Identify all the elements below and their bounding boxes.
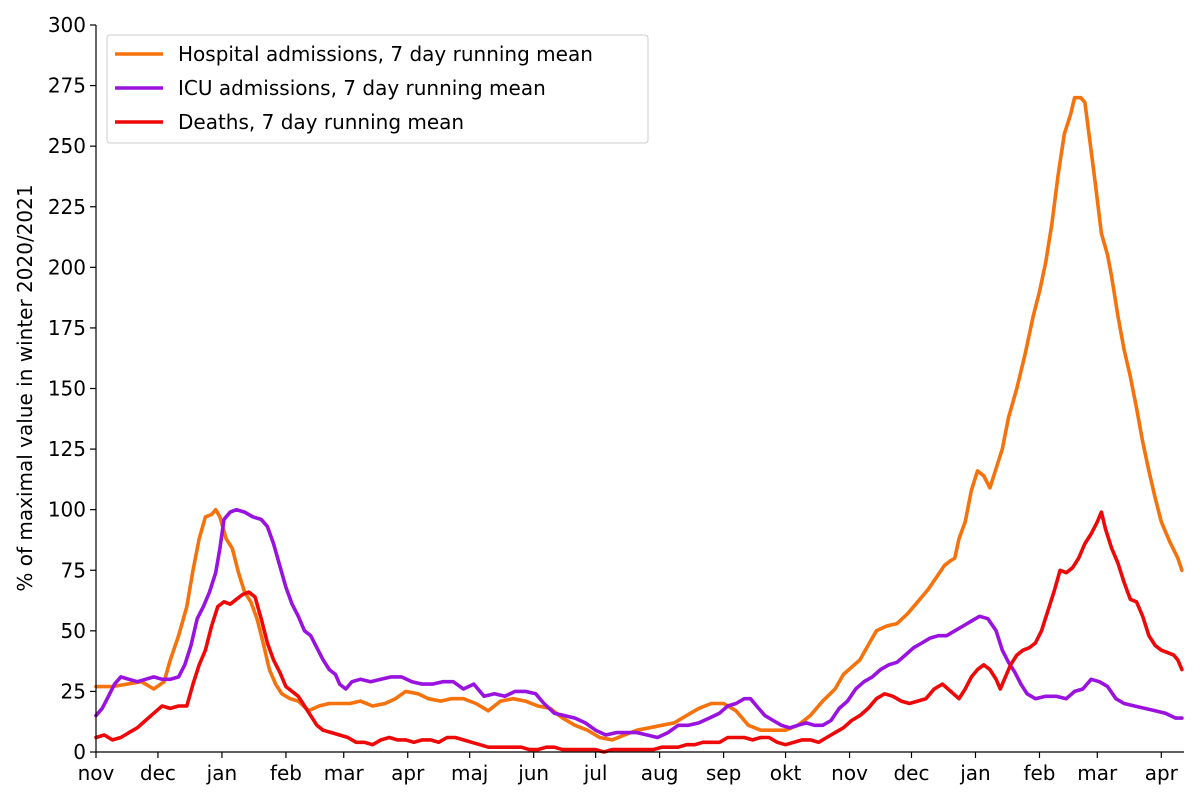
x-tick-label: feb — [1023, 761, 1055, 785]
x-tick-label: okt — [770, 761, 802, 785]
x-tick-label: nov — [78, 761, 115, 785]
y-tick-label: 175 — [48, 316, 86, 340]
x-tick-label: mar — [1077, 761, 1118, 785]
x-tick-label: nov — [831, 761, 868, 785]
series-lines — [94, 95, 1184, 754]
x-tick-label: apr — [391, 761, 425, 785]
y-tick-label: 0 — [73, 740, 86, 764]
y-tick-label: 100 — [48, 498, 86, 522]
x-tick-label: mar — [324, 761, 365, 785]
y-tick-label: 50 — [61, 619, 86, 643]
x-tick-label: jan — [959, 761, 991, 785]
x-tick-label: jan — [206, 761, 238, 785]
y-tick-label: 125 — [48, 437, 86, 461]
series-line-3 — [94, 510, 1184, 754]
x-tick-label: jun — [517, 761, 549, 785]
y-tick-label: 75 — [61, 558, 86, 582]
legend: Hospital admissions, 7 day running mean I… — [106, 34, 649, 144]
series-line-2 — [94, 507, 1184, 740]
y-axis-ticks: 0 25 50 75 100 125 150 175 200 225 250 275 300 — [48, 13, 96, 764]
x-tick-label: maj — [451, 761, 488, 785]
x-tick-label: aug — [641, 761, 679, 785]
y-axis-label: % of maximal value in winter 2020/2021 — [13, 184, 37, 591]
legend-label: Deaths, 7 day running mean — [178, 110, 464, 134]
y-tick-label: 225 — [48, 195, 86, 219]
x-axis-ticks: nov dec jan feb mar apr maj jun jul aug sep okt nov d… — [78, 752, 1179, 785]
y-tick-label: 25 — [61, 679, 86, 703]
y-tick-label: 275 — [48, 74, 86, 98]
x-tick-label: feb — [270, 761, 302, 785]
x-tick-label: jul — [583, 761, 608, 785]
legend-label: ICU admissions, 7 day running mean — [178, 76, 546, 100]
y-tick-label: 150 — [48, 377, 86, 401]
x-tick-label: dec — [893, 761, 929, 785]
series-line-1 — [94, 95, 1184, 742]
y-tick-label: 300 — [48, 13, 86, 37]
x-tick-label: dec — [140, 761, 176, 785]
x-tick-label: apr — [1145, 761, 1179, 785]
x-tick-label: sep — [706, 761, 741, 785]
legend-box — [106, 34, 649, 144]
y-tick-label: 200 — [48, 255, 86, 279]
legend-label: Hospital admissions, 7 day running mean — [178, 42, 593, 66]
y-tick-label: 250 — [48, 134, 86, 158]
